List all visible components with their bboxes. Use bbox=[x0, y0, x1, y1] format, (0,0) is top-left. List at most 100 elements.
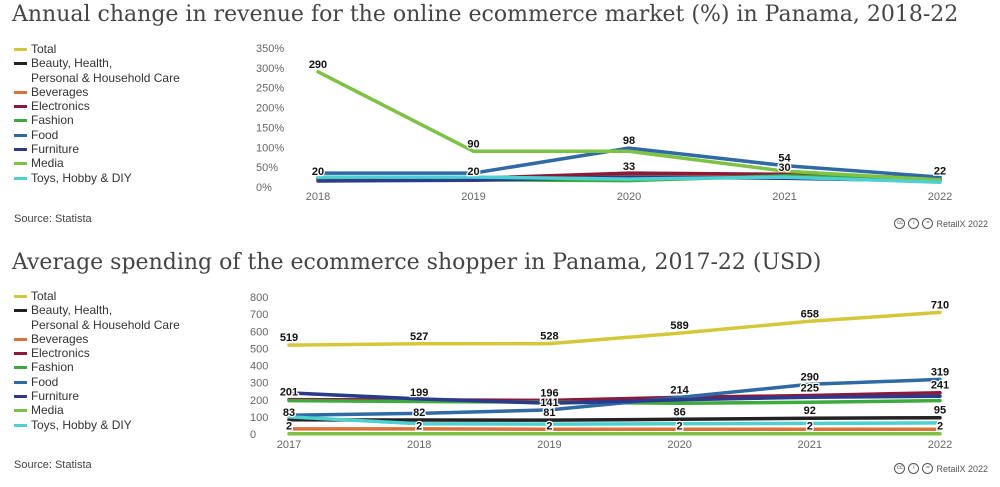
data-label: 30 bbox=[778, 162, 790, 174]
legend-swatch bbox=[14, 105, 27, 109]
data-label: 95 bbox=[934, 405, 946, 417]
legend-label: Beauty, Health, Personal & Household Car… bbox=[31, 56, 180, 85]
legend-label: Total bbox=[31, 42, 57, 56]
data-label: 83 bbox=[283, 407, 295, 419]
data-label: 290 bbox=[801, 371, 819, 383]
credit-text: RetailX 2022 bbox=[936, 463, 988, 474]
legend-label: Furniture bbox=[31, 389, 80, 404]
chart-title-revenue-change: Annual change in revenue for the online … bbox=[12, 2, 959, 27]
y-tick-label: 250% bbox=[256, 83, 284, 95]
x-tick-label: 2021 bbox=[798, 439, 822, 451]
legend-swatch bbox=[14, 48, 27, 51]
data-label: 20 bbox=[467, 166, 479, 178]
credit-text: RetailX 2022 bbox=[936, 218, 988, 229]
data-label: 81 bbox=[543, 407, 555, 419]
y-tick-label: 700 bbox=[250, 309, 268, 321]
legend-label: Media bbox=[31, 403, 64, 418]
legend-swatch bbox=[14, 62, 27, 66]
y-tick-label: 200% bbox=[256, 103, 284, 115]
x-tick-label: 2018 bbox=[306, 191, 330, 203]
y-tick-label: 300 bbox=[250, 378, 268, 390]
legend-item: Media bbox=[14, 156, 180, 170]
legend-item: Food bbox=[14, 128, 180, 142]
x-tick-label: 2017 bbox=[277, 439, 301, 451]
legend-label: Fashion bbox=[31, 360, 74, 375]
legend-swatch bbox=[14, 176, 27, 180]
chart-title-average-spending: Average spending of the ecommerce shoppe… bbox=[12, 250, 822, 275]
data-label: 90 bbox=[467, 138, 479, 150]
legend-swatch bbox=[14, 337, 27, 341]
data-label: 658 bbox=[801, 308, 819, 320]
data-label: 86 bbox=[673, 406, 685, 418]
data-label: 54 bbox=[778, 153, 791, 165]
y-tick-label: 150% bbox=[256, 122, 284, 134]
legend-swatch bbox=[14, 409, 27, 413]
y-tick-label: 600 bbox=[250, 326, 268, 338]
legend-label: Food bbox=[31, 374, 59, 389]
data-label: 92 bbox=[804, 405, 816, 417]
y-tick-label: 0% bbox=[256, 182, 272, 194]
data-label: 98 bbox=[623, 135, 635, 147]
y-tick-label: 400 bbox=[250, 361, 268, 373]
x-tick-label: 2019 bbox=[537, 439, 561, 451]
legend-swatch bbox=[14, 366, 27, 370]
data-label: 201 bbox=[280, 387, 298, 399]
data-label: 290 bbox=[309, 59, 327, 71]
y-tick-label: 350% bbox=[256, 43, 284, 55]
legend-item: Fashion bbox=[14, 113, 180, 127]
legend-label: Electronics bbox=[31, 99, 90, 114]
x-tick-label: 2020 bbox=[667, 439, 691, 451]
legend-swatch bbox=[14, 380, 27, 384]
data-label: 196 bbox=[540, 387, 558, 399]
by-icon: i bbox=[908, 463, 920, 474]
data-label: 199 bbox=[410, 387, 428, 399]
legend-label: Toys, Hobby & DIY bbox=[31, 417, 132, 432]
legend-item: Beverages bbox=[14, 332, 180, 346]
data-label: 589 bbox=[670, 320, 688, 332]
source-note: Source: Statista bbox=[14, 213, 92, 225]
legend-swatch bbox=[14, 395, 27, 399]
legend-label: Total bbox=[31, 289, 57, 303]
y-tick-label: 300% bbox=[256, 63, 284, 75]
series-line-toys-hobby-diy bbox=[316, 175, 942, 184]
y-tick-label: 0 bbox=[250, 429, 256, 441]
data-label: 2 bbox=[937, 421, 943, 433]
legend-swatch bbox=[14, 90, 27, 94]
data-label: 2 bbox=[416, 421, 422, 433]
x-tick-label: 2020 bbox=[617, 191, 641, 203]
legend-swatch bbox=[14, 352, 27, 356]
data-label: 527 bbox=[410, 331, 428, 343]
series-line-furniture bbox=[287, 391, 942, 405]
data-label: 519 bbox=[280, 332, 298, 344]
legend-label: Electronics bbox=[31, 346, 90, 361]
nd-icon: = bbox=[922, 463, 934, 474]
source-note: Source: Statista bbox=[14, 459, 92, 471]
legend-revenue-change: Total Beauty, Health, Personal & Househol… bbox=[14, 42, 180, 185]
data-label: 214 bbox=[670, 384, 689, 396]
x-tick-label: 2021 bbox=[772, 191, 796, 203]
legend-swatch bbox=[14, 162, 27, 166]
legend-swatch bbox=[14, 423, 27, 427]
series-line-toys-hobby-diy bbox=[287, 415, 942, 426]
x-tick-label: 2022 bbox=[928, 439, 952, 451]
legend-item: Total bbox=[14, 289, 180, 303]
legend-swatch bbox=[14, 295, 27, 298]
legend-item: Toys, Hobby & DIY bbox=[14, 418, 180, 432]
legend-swatch bbox=[14, 133, 27, 137]
legend-swatch bbox=[14, 119, 27, 123]
y-tick-label: 800 bbox=[250, 292, 268, 304]
data-label: 2 bbox=[546, 421, 552, 433]
legend-item: Furniture bbox=[14, 389, 180, 403]
nd-icon: = bbox=[922, 218, 934, 229]
data-label: 141 bbox=[540, 397, 558, 409]
series-line-food bbox=[287, 377, 942, 417]
cc-icon: cc bbox=[894, 463, 906, 474]
data-label: 20 bbox=[312, 166, 324, 178]
by-icon: i bbox=[908, 218, 920, 229]
legend-label: Beverages bbox=[31, 84, 89, 99]
data-label: 33 bbox=[623, 161, 635, 173]
legend-label: Beverages bbox=[31, 331, 89, 346]
legend-label: Media bbox=[31, 156, 64, 171]
legend-item: Total bbox=[14, 42, 180, 56]
